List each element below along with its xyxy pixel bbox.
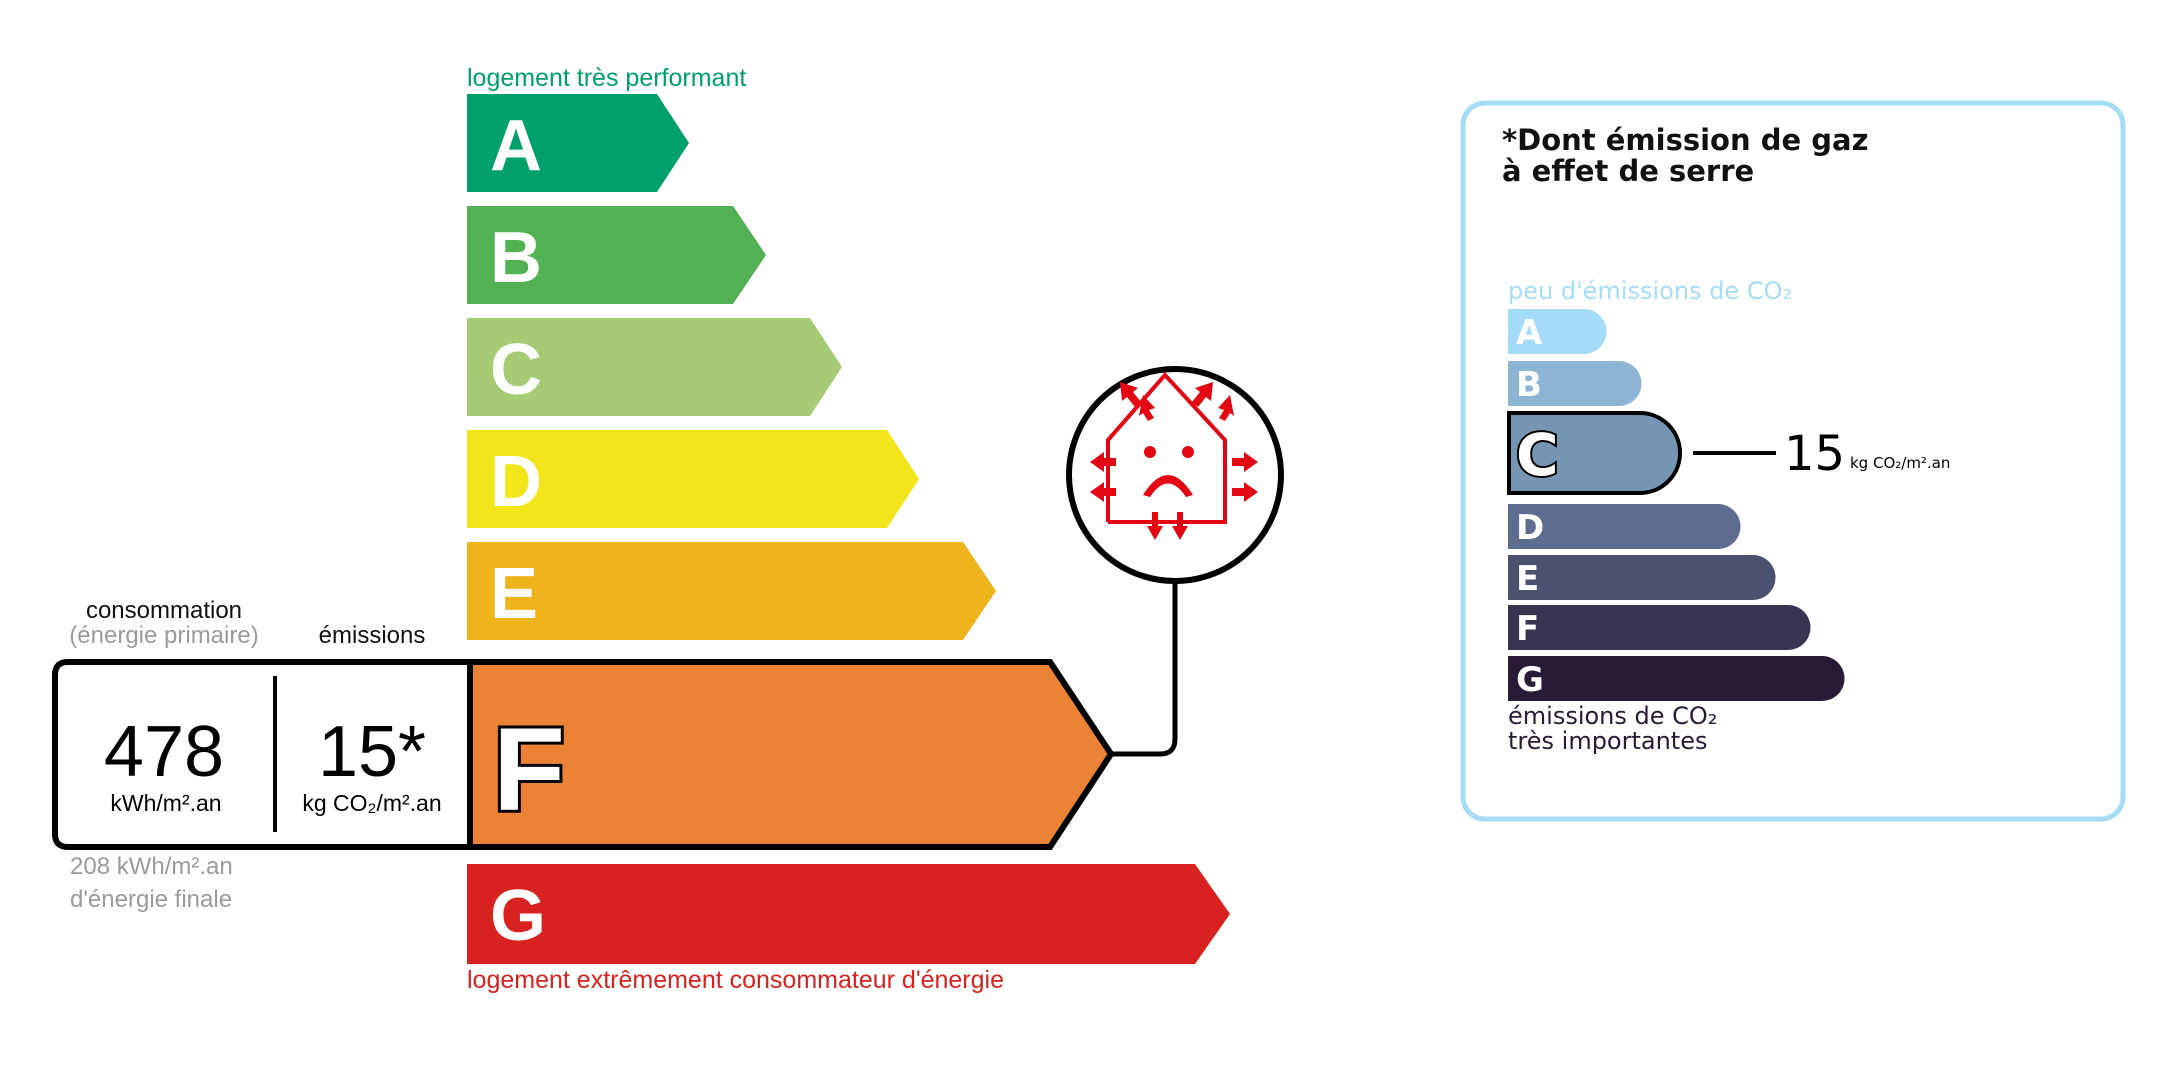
ges-value: 15	[1784, 426, 1845, 482]
energy-bar-b-shape	[467, 206, 766, 304]
ges-bar-a: A	[1508, 309, 1607, 354]
ges-bar-e-shape	[1508, 555, 1776, 600]
energy-top-label: logement très performant	[467, 64, 746, 92]
energy-bar-f-shape	[467, 659, 1114, 850]
ges-bar-c: C	[1507, 411, 1682, 495]
ges-bar-f: F	[1508, 605, 1811, 650]
energy-bar-f-letter: F	[493, 704, 565, 836]
ges-top-label: peu d'émissions de CO₂	[1508, 277, 1792, 305]
energy-bar-b-letter: B	[490, 218, 542, 298]
ges-bar-e-letter: E	[1516, 559, 1539, 599]
ges-bottom-label-line1: émissions de CO₂	[1508, 702, 1717, 730]
ges-panel: *Dont émission de gaz à effet de serre p…	[1460, 100, 2126, 822]
ges-bar-d: D	[1508, 504, 1741, 549]
ges-bar-c-letter: C	[1516, 421, 1559, 489]
ges-bar-g-shape	[1508, 656, 1845, 701]
emissions-value: 15*	[318, 712, 426, 792]
ges-title-line2: à effet de serre	[1502, 154, 1754, 188]
energy-bar-d-letter: D	[490, 442, 542, 522]
energy-bar-b: B	[467, 206, 766, 304]
energy-bar-a-shape	[467, 94, 689, 192]
energy-bar-e-shape	[467, 542, 996, 640]
energy-bar-a-letter: A	[490, 106, 542, 186]
ges-bar-c-shape	[1507, 411, 1682, 495]
consumption-unit: kWh/m².an	[110, 790, 221, 816]
energy-bar-e: E	[467, 542, 996, 640]
energy-bar-e-letter: E	[490, 554, 538, 634]
energy-bar-c-shape	[467, 318, 842, 416]
ges-bar-g-letter: G	[1516, 660, 1544, 700]
ges-title-line1: *Dont émission de gaz	[1502, 123, 1868, 157]
consumption-value: 478	[104, 712, 224, 792]
ges-bar-b-shape	[1508, 361, 1642, 406]
consumption-subheading: (énergie primaire)	[69, 622, 258, 649]
energy-bar-a: A	[467, 94, 689, 192]
energy-bar-d: D	[467, 430, 919, 528]
energy-bar-g-shape	[467, 864, 1230, 964]
ges-bar-d-shape	[1508, 504, 1741, 549]
badge-connector	[1111, 582, 1178, 757]
ges-unit: kg CO₂/m².an	[1850, 454, 1950, 472]
ges-bar-e: E	[1508, 555, 1776, 600]
sad-house-heat-loss-icon	[1066, 366, 1284, 584]
energy-bar-g-letter: G	[490, 876, 546, 956]
consumption-heading: consommation	[86, 597, 242, 624]
emissions-heading: émissions	[319, 622, 426, 649]
energy-bar-c-letter: C	[490, 330, 542, 410]
ges-bottom-label-line2: très importantes	[1508, 727, 1708, 755]
final-energy-label: d'énergie finale	[70, 886, 232, 913]
ges-bar-a-shape	[1508, 309, 1607, 354]
ges-bar-g: G	[1508, 656, 1845, 701]
ges-bar-f-letter: F	[1516, 609, 1539, 649]
ges-bar-f-shape	[1508, 605, 1811, 650]
ges-bar-b-letter: B	[1516, 365, 1542, 405]
energy-bar-d-shape	[467, 430, 919, 528]
emissions-unit: kg CO₂/m².an	[302, 790, 441, 816]
final-energy-value: 208 kWh/m².an	[70, 853, 233, 880]
energy-current-class-row: F 478 kWh/m².an 15* kg CO₂/m².an	[52, 659, 1115, 850]
energy-bottom-label: logement extrêmement consommateur d'éner…	[467, 966, 1004, 994]
ges-bar-b: B	[1508, 361, 1642, 406]
ges-bar-d-letter: D	[1516, 508, 1544, 548]
energy-bar-c: C	[467, 318, 842, 416]
energy-bar-g: G	[467, 864, 1230, 964]
ges-bar-a-letter: A	[1516, 313, 1543, 353]
